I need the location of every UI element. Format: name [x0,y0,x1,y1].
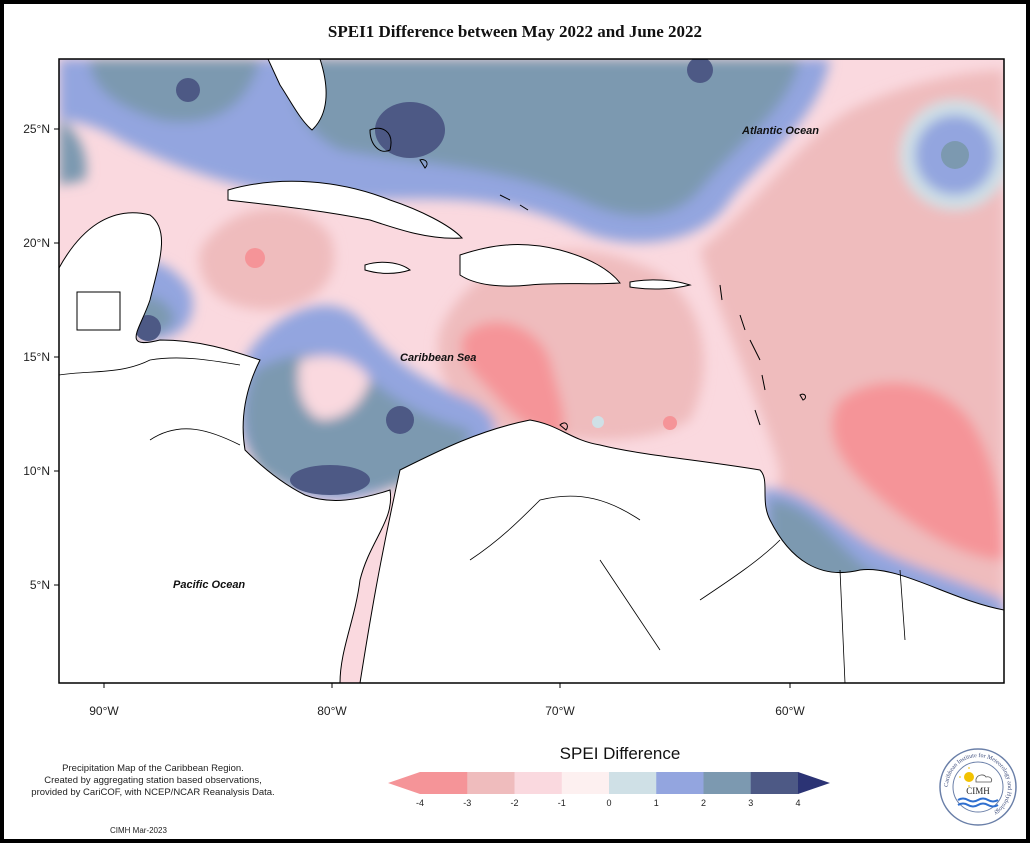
legend-tick-label: -3 [463,798,471,808]
credit-stamp: CIMH Mar-2023 [110,826,167,835]
lon-label: 70°W [545,704,575,718]
legend-tick-label: -1 [558,798,566,808]
longitude-axis: 90°W 80°W 70°W 60°W [89,683,805,718]
legend-tick-label: 0 [606,798,611,808]
legend-tick-label: 2 [701,798,706,808]
legend-tick-label: -2 [510,798,518,808]
legend-tick-label: 4 [795,798,800,808]
legend-colorbar: -4 -3 -2 -1 0 1 2 3 4 [388,772,830,808]
cimh-logo-icon: Caribbean Institute for Meteorology and … [939,748,1017,826]
legend-swatch [609,772,657,794]
legend-tick-label: -4 [416,798,424,808]
lat-label: 25°N [23,122,50,136]
legend-swatch [750,772,799,794]
lat-label: 20°N [23,236,50,250]
map-frame [58,58,1005,684]
credit-text: Precipitation Map of the Caribbean Regio… [8,763,298,799]
legend-tick-label: 3 [748,798,753,808]
lon-label: 60°W [775,704,805,718]
legend-tick-label: 1 [654,798,659,808]
legend-swatch [561,772,610,794]
legend-swatch [467,772,515,794]
legend-arrow-low [388,772,420,794]
lat-label: 5°N [30,578,50,592]
country-borders [59,357,906,683]
small-islands [369,127,807,431]
lat-label: 10°N [23,464,50,478]
map-title: SPEI1 Difference between May 2022 and Ju… [327,22,703,41]
legend-swatch [514,772,563,794]
lat-label: 15°N [23,350,50,364]
credit-line: Created by aggregating station based obs… [44,775,262,786]
caribbean-sea-label: Caribbean Sea [400,352,476,364]
latitude-axis: 25°N 20°N 15°N 10°N 5°N [23,122,59,592]
spei-contour-field [59,59,1004,683]
legend-swatch [420,772,468,794]
legend-swatch [656,772,704,794]
pacific-ocean-label: Pacific Ocean [173,579,245,591]
legend-title: SPEI Difference [559,744,681,763]
legend-swatch [703,772,752,794]
legend-arrow-high [798,772,830,794]
credit-line: provided by CariCOF, with NCEP/NCAR Rean… [31,787,275,798]
logo-text: CIMH [966,786,990,796]
atlantic-ocean-label: Atlantic Ocean [741,125,819,137]
lon-label: 80°W [317,704,347,718]
credit-line: Precipitation Map of the Caribbean Regio… [62,763,244,774]
lon-label: 90°W [89,704,119,718]
land-masses [59,59,1004,683]
